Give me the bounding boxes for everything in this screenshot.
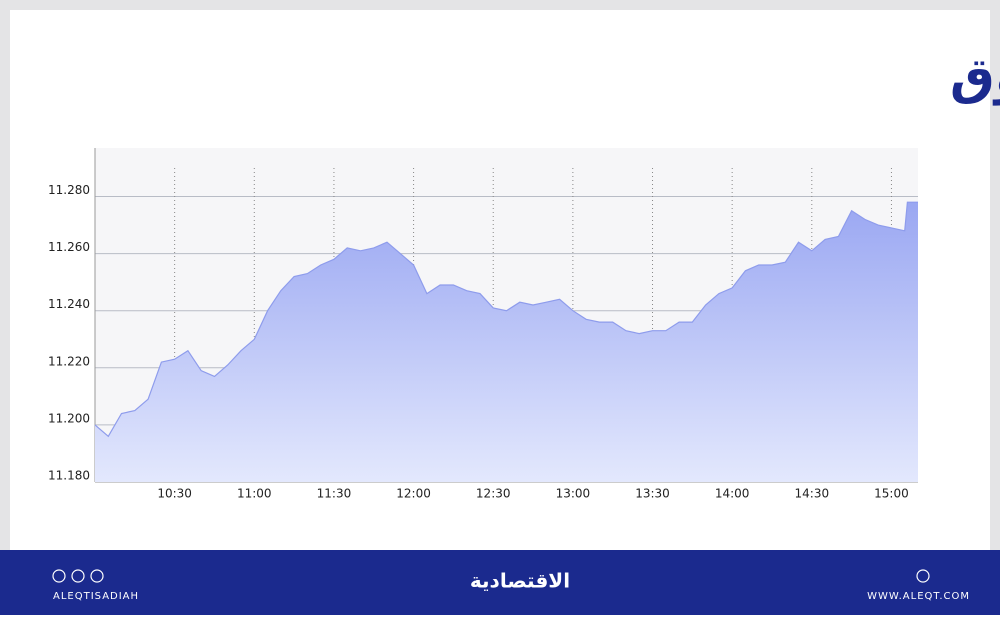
x-tick-label: 10:30 [157, 487, 192, 501]
x-tick-label: 15:00 [874, 487, 909, 501]
y-tick-label: 11.200 [48, 411, 90, 425]
footer-logo: الاقتصادية [470, 569, 570, 593]
y-tick-label: 11.220 [48, 354, 90, 368]
social-icons [52, 569, 930, 583]
x-tick-label: 12:00 [396, 487, 431, 501]
footer-bar [0, 550, 1000, 615]
x-tick-label: 11:00 [237, 487, 272, 501]
y-tick-label: 11.240 [48, 297, 90, 311]
x-tick-label: 13:30 [635, 487, 670, 501]
y-tick-label: 11.180 [48, 469, 90, 483]
chart-title: مؤشر السوق [950, 48, 1000, 107]
x-tick-label: 14:00 [715, 487, 750, 501]
y-tick-label: 11.280 [48, 183, 90, 197]
x-tick-label: 12:30 [476, 487, 511, 501]
x-tick-label: 13:00 [556, 487, 591, 501]
x-tick-label: 11:30 [317, 487, 352, 501]
x-tick-label: 14:30 [795, 487, 830, 501]
y-tick-label: 11.260 [48, 240, 90, 254]
footer-handle: ALEQTISADIAH [53, 591, 139, 602]
area-fill [95, 202, 918, 482]
footer-site: WWW.ALEQT.COM [867, 591, 970, 602]
area-line [94, 201, 918, 438]
